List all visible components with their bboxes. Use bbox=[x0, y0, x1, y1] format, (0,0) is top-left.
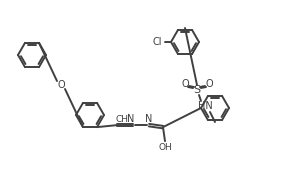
Text: N: N bbox=[127, 114, 135, 124]
Text: O: O bbox=[181, 79, 189, 89]
Text: OH: OH bbox=[158, 143, 172, 152]
Text: N: N bbox=[145, 114, 153, 124]
Text: S: S bbox=[194, 85, 200, 95]
Text: O: O bbox=[57, 80, 65, 90]
Text: HN: HN bbox=[198, 101, 212, 111]
Text: CH: CH bbox=[115, 115, 128, 124]
Text: O: O bbox=[205, 79, 213, 89]
Text: Cl: Cl bbox=[152, 37, 162, 47]
